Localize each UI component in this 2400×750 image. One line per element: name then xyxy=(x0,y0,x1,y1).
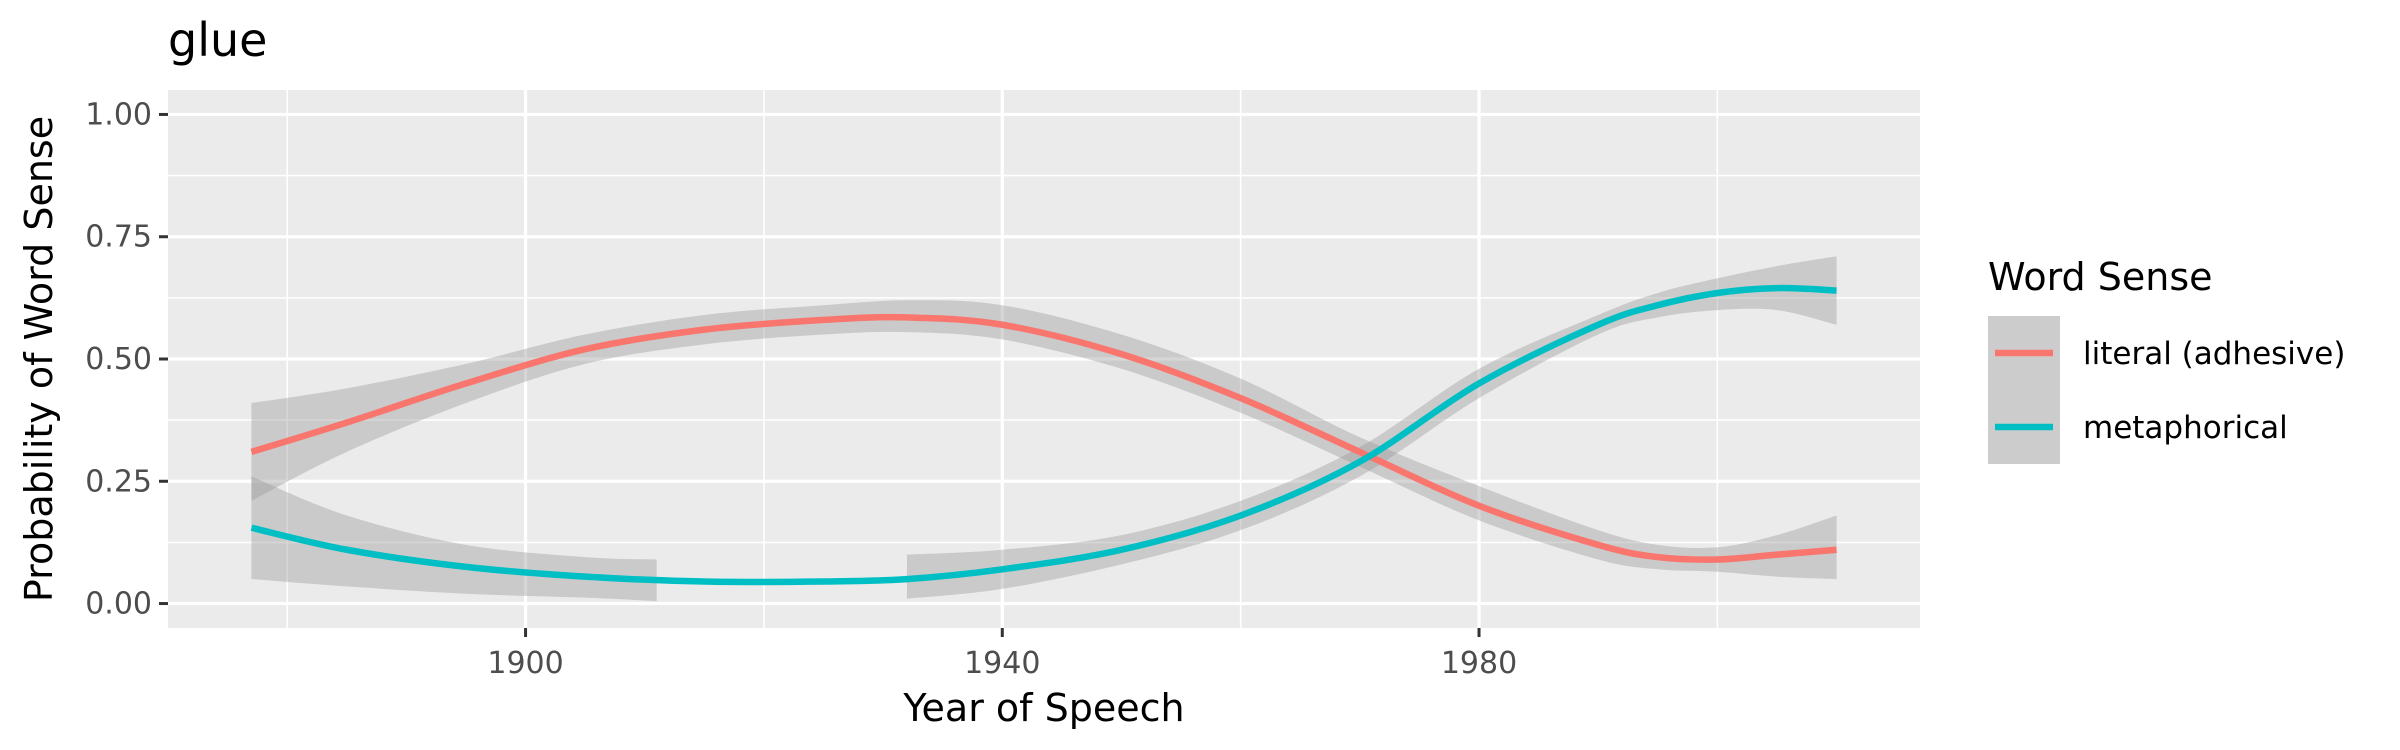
y-axis-title: Probability of Word Sense xyxy=(17,116,61,602)
series-line-literal xyxy=(250,313,1837,563)
axis-ticks xyxy=(159,112,1481,637)
x-tick-label: 1980 xyxy=(1441,646,1517,681)
y-tick-label: 0.00 xyxy=(85,587,152,622)
y-tick-label: 0.25 xyxy=(85,464,152,499)
legend-label: metaphorical xyxy=(2083,410,2288,446)
x-tick-label: 1940 xyxy=(964,646,1040,681)
legend-label: literal (adhesive) xyxy=(2083,336,2345,372)
y-tick-label: 0.50 xyxy=(85,342,152,377)
series-line-metaphorical xyxy=(250,284,1837,586)
legend-keys: literal (adhesive) metaphorical xyxy=(1988,316,2345,464)
legend: Word Sense literal (adhesive) metaphorica… xyxy=(1988,255,2345,464)
confidence-band-metaphorical xyxy=(251,476,657,602)
series-lines xyxy=(250,284,1837,586)
y-tick-label: 0.75 xyxy=(85,220,152,255)
x-tick-label: 1900 xyxy=(487,646,563,681)
y-tick-label: 1.00 xyxy=(85,97,152,132)
x-axis-title: Year of Speech xyxy=(902,686,1184,730)
grid-major xyxy=(168,90,1920,628)
legend-title: Word Sense xyxy=(1988,255,2213,299)
tick-labels: 0.00 0.25 0.50 0.75 1.00 1900 1940 1980 xyxy=(85,97,1517,681)
chart-title: glue xyxy=(168,13,267,67)
confidence-band-literal xyxy=(251,300,1837,580)
